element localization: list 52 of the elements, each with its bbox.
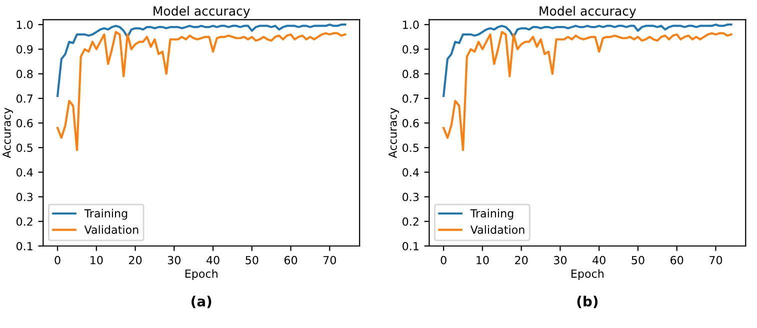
x-tick-label: 20	[129, 256, 142, 264]
y-axis-title: Accuracy	[2, 108, 13, 158]
chart-title: Model accuracy	[154, 6, 250, 18]
y-tick-label: 0.5	[16, 144, 32, 152]
legend-label: Validation	[470, 225, 524, 234]
x-tick-label: 30	[554, 256, 567, 264]
line-series	[56, 24, 346, 97]
text: (b)	[577, 296, 598, 308]
line-series	[442, 30, 732, 152]
x-tick-label: 40	[592, 256, 606, 264]
y-tick-label: 1.0	[403, 20, 419, 29]
y-tick-label: 0.9	[402, 45, 419, 54]
x-tick-label: 50	[632, 256, 644, 264]
x-tick-label: 10	[90, 256, 103, 264]
y-tick-label: 0.6	[16, 118, 33, 128]
y-tick-label: 0.1	[402, 242, 418, 250]
y-tick-label: 0.5	[402, 144, 419, 152]
legend-label: Validation	[84, 225, 138, 234]
text: (a)	[192, 296, 212, 308]
x-tick-label: 20	[515, 256, 528, 264]
y-tick-label: 0.2	[16, 217, 32, 226]
x-tick-label: 60	[670, 256, 684, 264]
legend-label: Training	[84, 208, 128, 220]
y-tick-label: 0.1	[16, 242, 32, 250]
x-tick-label: 10	[476, 256, 489, 264]
y-tick-label: 0.3	[16, 192, 33, 202]
x-axis-title: Epoch	[572, 269, 604, 280]
y-axis-title: Accuracy	[388, 108, 400, 158]
y-tick-label: 0.9	[16, 45, 33, 54]
x-tick-label: 70	[323, 256, 336, 264]
y-tick-label: 0.4	[16, 168, 33, 177]
line-series	[442, 24, 732, 97]
x-tick-label: 50	[246, 256, 258, 264]
y-tick-label: 0.8	[402, 70, 419, 78]
y-tick-label: 0.3	[402, 192, 419, 202]
x-tick-label: 30	[168, 256, 180, 264]
y-tick-label: 0.7	[16, 94, 32, 103]
y-tick-label: 1.0	[16, 20, 33, 29]
x-tick-label: 70	[710, 256, 722, 264]
line-series	[56, 30, 346, 152]
legend-label: Training	[470, 208, 514, 220]
y-tick-label: 0.8	[16, 70, 33, 78]
chart-title: Model accuracy	[540, 6, 636, 18]
y-tick-label: 0.7	[402, 94, 419, 103]
y-tick-label: 0.4	[402, 168, 419, 177]
y-tick-label: 0.2	[402, 217, 418, 226]
x-tick-label: 0	[54, 256, 60, 264]
x-tick-label: 0	[440, 256, 446, 264]
y-tick-label: 0.6	[402, 118, 419, 128]
x-tick-label: 60	[284, 256, 298, 264]
x-axis-title: Epoch	[185, 269, 218, 280]
x-tick-label: 40	[206, 256, 220, 264]
